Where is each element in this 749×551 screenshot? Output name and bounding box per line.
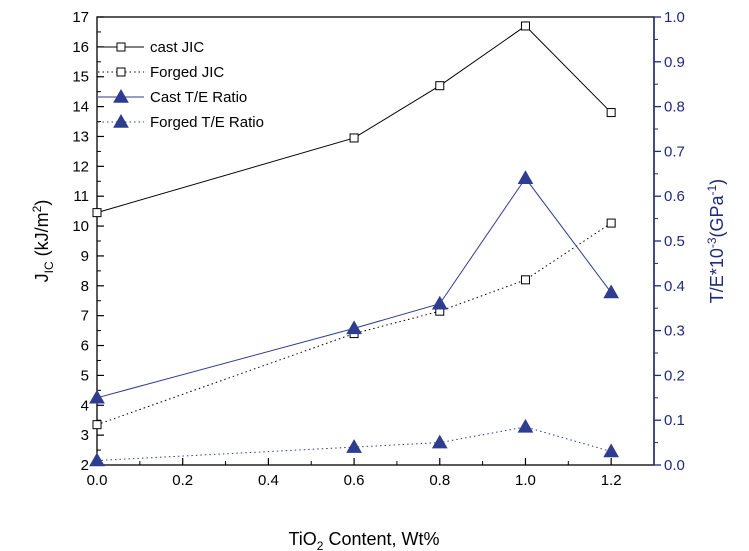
y-left-tick-label: 15 bbox=[72, 69, 89, 86]
x-axis-ticks: 0.0 0.2 0.4 0.6 0.8 1.0 1.2 bbox=[87, 458, 622, 489]
data-point bbox=[606, 218, 616, 228]
y-left-axis-title-superscript: 2 bbox=[30, 205, 44, 212]
legend-item: Cast T/E Ratio bbox=[98, 88, 247, 106]
x-tick-label: 1.2 bbox=[601, 472, 622, 489]
y-right-axis-title-superscript-2: -1 bbox=[705, 184, 719, 195]
y-left-tick-label: 8 bbox=[81, 278, 89, 295]
series-layer bbox=[89, 21, 620, 467]
y-right-axis-ticks: 0.0 0.1 0.2 0.3 0.4 0.5 0.6 0.7 0.8 0.9 1.0 bbox=[654, 9, 685, 474]
x-tick-label: 0.6 bbox=[344, 472, 365, 489]
y-left-axis-ticks: 2 3 4 5 6 7 8 9 10 11 12 13 14 15 16 17 bbox=[72, 9, 104, 474]
data-point bbox=[517, 418, 534, 433]
x-axis-title: TiO2 Content, Wt% bbox=[288, 529, 439, 551]
x-tick-label: 0.4 bbox=[258, 472, 279, 489]
x-axis-title-subscript: 2 bbox=[317, 539, 324, 551]
y-left-tick-label: 3 bbox=[81, 427, 89, 444]
data-point bbox=[346, 439, 362, 453]
y-right-tick-label: 0.5 bbox=[664, 233, 685, 250]
legend-label: Forged T/E Ratio bbox=[150, 114, 264, 131]
data-point bbox=[517, 170, 534, 185]
y-left-tick-label: 13 bbox=[72, 128, 89, 145]
legend-item: cast JIC bbox=[98, 39, 204, 56]
y-left-tick-label: 10 bbox=[72, 218, 89, 235]
data-point bbox=[89, 389, 105, 404]
data-point bbox=[520, 21, 530, 31]
y-right-tick-label: 0.1 bbox=[664, 412, 685, 429]
x-tick-label: 0.8 bbox=[429, 472, 450, 489]
y-left-tick-label: 14 bbox=[72, 99, 89, 116]
data-point bbox=[603, 284, 620, 299]
y-right-tick-label: 0.3 bbox=[664, 323, 685, 340]
y-left-tick-label: 6 bbox=[81, 338, 89, 355]
y-left-tick-label: 9 bbox=[81, 248, 89, 265]
y-left-tick-label: 11 bbox=[73, 188, 89, 205]
y-right-tick-label: 0.9 bbox=[664, 54, 685, 71]
data-point bbox=[92, 420, 102, 430]
y-right-tick-label: 1.0 bbox=[664, 9, 685, 26]
data-point bbox=[606, 108, 616, 118]
data-point bbox=[349, 133, 359, 143]
y-left-tick-label: 16 bbox=[72, 39, 89, 56]
data-point bbox=[435, 81, 445, 91]
y-left-tick-label: 5 bbox=[81, 367, 89, 384]
data-point bbox=[92, 208, 102, 218]
y-right-axis-title: T/E*10-3(GPa-1) bbox=[705, 179, 727, 303]
x-tick-label: 1.0 bbox=[515, 472, 536, 489]
legend-marker bbox=[113, 113, 129, 128]
legend-item: Forged JIC bbox=[98, 64, 224, 81]
x-tick-label: 0.2 bbox=[172, 472, 193, 489]
data-point bbox=[431, 295, 448, 310]
y-right-tick-label: 0.8 bbox=[664, 99, 685, 116]
y-left-tick-label: 2 bbox=[81, 457, 89, 474]
legend-marker bbox=[116, 42, 126, 52]
y-right-tick-label: 0.7 bbox=[664, 143, 685, 160]
series-forged-t-e-ratio bbox=[89, 418, 620, 467]
y-right-axis-title-superscript: -3 bbox=[705, 237, 719, 248]
data-point bbox=[346, 320, 362, 335]
data-point bbox=[431, 434, 448, 449]
data-point bbox=[89, 452, 105, 467]
legend-marker bbox=[113, 88, 129, 103]
data-point bbox=[603, 443, 620, 458]
y-left-axis-title-subscript: IC bbox=[42, 261, 56, 273]
y-right-tick-label: 0.6 bbox=[664, 188, 685, 205]
series-cast-jic bbox=[92, 21, 616, 218]
y-right-tick-label: 0.0 bbox=[664, 457, 685, 474]
y-left-tick-label: 17 bbox=[72, 9, 89, 26]
legend-label: Forged JIC bbox=[150, 64, 224, 81]
legend-item: Forged T/E Ratio bbox=[98, 113, 264, 131]
legend: cast JIC Forged JIC Cast T/E Ratio Forged T… bbox=[98, 39, 264, 131]
series-cast-t-e-ratio bbox=[89, 170, 620, 404]
legend-marker bbox=[116, 67, 126, 77]
y-left-tick-label: 12 bbox=[72, 158, 89, 175]
y-left-axis-title: JIC (kJ/m2) bbox=[30, 200, 56, 283]
legend-label: cast JIC bbox=[150, 39, 204, 56]
data-point bbox=[520, 275, 530, 285]
y-left-tick-label: 4 bbox=[81, 397, 89, 414]
y-right-tick-label: 0.2 bbox=[664, 367, 685, 384]
y-left-tick-label: 7 bbox=[81, 308, 89, 325]
y-right-tick-label: 0.4 bbox=[664, 278, 685, 295]
x-tick-label: 0.0 bbox=[87, 472, 108, 489]
legend-label: Cast T/E Ratio bbox=[150, 89, 247, 106]
plot-frame bbox=[96, 16, 655, 466]
series-line bbox=[96, 177, 612, 399]
